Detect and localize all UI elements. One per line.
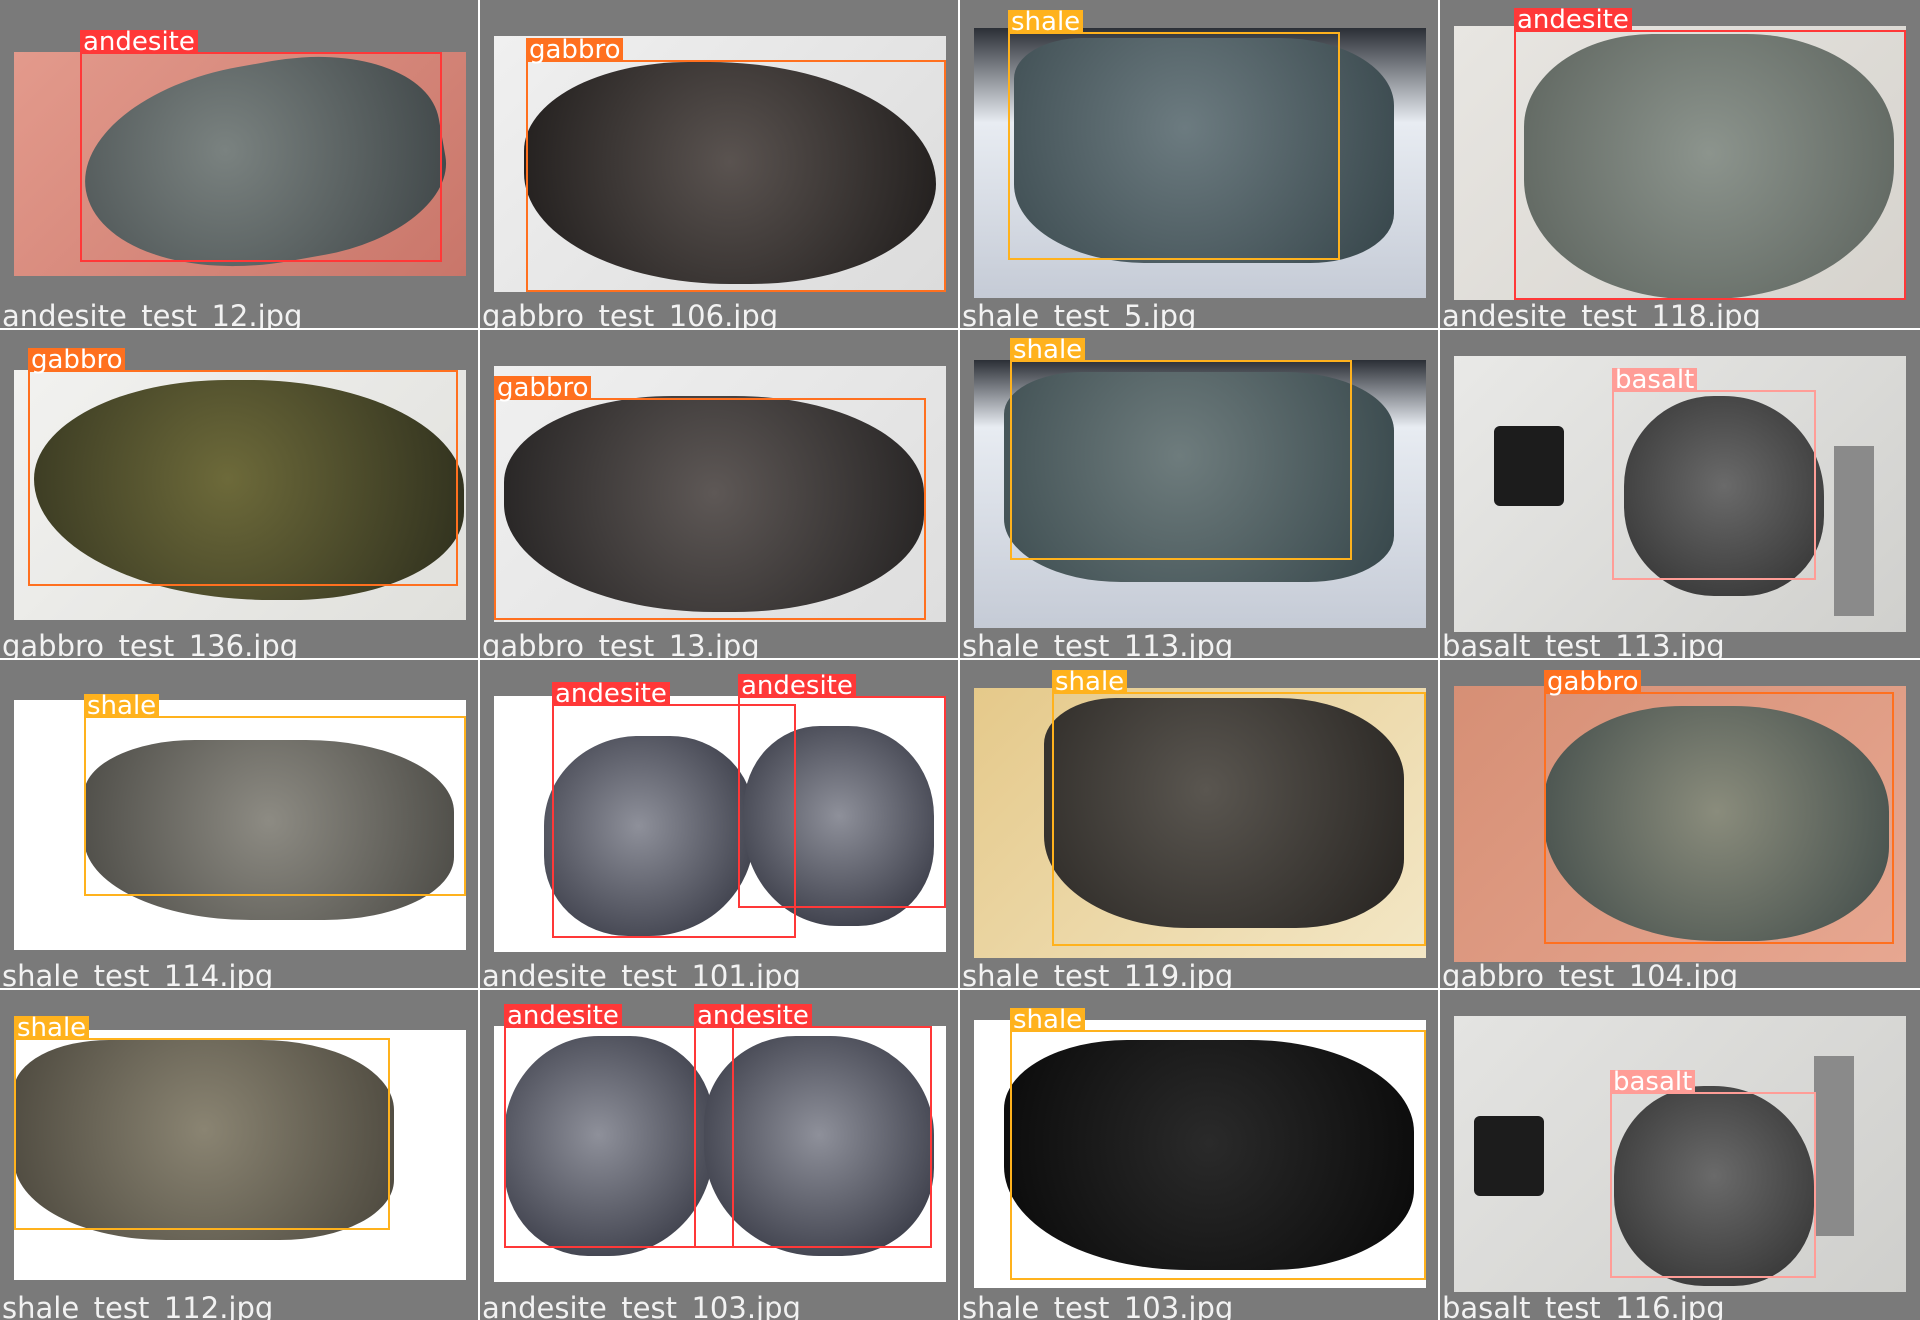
rock-photo xyxy=(974,688,1426,958)
class-label: gabbro xyxy=(28,347,126,373)
tile: andesite andesite andesite_test_101.jpg xyxy=(480,660,958,988)
class-label: andesite xyxy=(552,681,670,707)
image-filename: shale_test_114.jpg xyxy=(2,959,274,988)
tile: basalt basalt_test_116.jpg xyxy=(1440,990,1920,1320)
detection-box: shale xyxy=(1052,669,1426,946)
detection-box: basalt xyxy=(1610,1069,1816,1278)
detection-box: andesite xyxy=(738,673,946,908)
rock-photo xyxy=(974,1020,1426,1288)
image-filename: andesite_test_118.jpg xyxy=(1442,299,1761,328)
class-label: basalt xyxy=(1610,1069,1696,1095)
class-label: andesite xyxy=(738,673,856,699)
rock-photo xyxy=(1454,686,1906,962)
class-label: shale xyxy=(1010,1007,1086,1033)
image-filename: shale_test_103.jpg xyxy=(962,1291,1234,1320)
image-filename: basalt_test_116.jpg xyxy=(1442,1291,1725,1320)
tile: gabbro gabbro_test_13.jpg xyxy=(480,330,958,658)
image-filename: andesite_test_103.jpg xyxy=(482,1291,801,1320)
rock-photo xyxy=(14,700,466,950)
image-filename: shale_test_113.jpg xyxy=(962,629,1234,658)
detection-box: andesite xyxy=(1514,7,1906,300)
detection-box: shale xyxy=(1010,1007,1426,1280)
rock-photo xyxy=(974,28,1426,298)
class-label: andesite xyxy=(1514,7,1632,33)
image-filename: shale_test_119.jpg xyxy=(962,959,1234,988)
detection-box: gabbro xyxy=(526,37,946,292)
image-filename: gabbro_test_106.jpg xyxy=(482,299,779,328)
class-label: basalt xyxy=(1612,367,1698,393)
detection-box: gabbro xyxy=(494,375,926,620)
class-label: andesite xyxy=(80,29,198,55)
rock-photo xyxy=(14,1030,466,1280)
image-filename: gabbro_test_136.jpg xyxy=(2,629,299,658)
rock-photo xyxy=(494,366,946,622)
rock-photo xyxy=(14,370,466,620)
detection-box: shale xyxy=(1008,9,1340,260)
detection-box: gabbro xyxy=(28,347,458,586)
rock-photo xyxy=(14,52,466,276)
tile: gabbro gabbro_test_106.jpg xyxy=(480,0,958,328)
tile: andesite andesite_test_118.jpg xyxy=(1440,0,1920,328)
image-filename: gabbro_test_104.jpg xyxy=(1442,959,1739,988)
class-label: shale xyxy=(1052,669,1128,695)
tile: basalt basalt_test_113.jpg xyxy=(1440,330,1920,658)
tile: andesite andesite_test_12.jpg xyxy=(0,0,478,328)
detection-box: gabbro xyxy=(1544,669,1894,944)
rock-photo xyxy=(1454,26,1906,300)
rock-photo xyxy=(1454,356,1906,632)
rock-photo xyxy=(1454,1016,1906,1292)
class-label: shale xyxy=(1008,9,1084,35)
detection-box: andesite xyxy=(694,1003,932,1248)
class-label: andesite xyxy=(694,1003,812,1029)
detection-box: andesite xyxy=(552,681,796,938)
rock-photo xyxy=(494,36,946,292)
image-filename: gabbro_test_13.jpg xyxy=(482,629,760,658)
class-label: shale xyxy=(1010,337,1086,363)
tile: shale shale_test_114.jpg xyxy=(0,660,478,988)
image-filename: basalt_test_113.jpg xyxy=(1442,629,1725,658)
image-filename: shale_test_112.jpg xyxy=(2,1291,274,1320)
class-label: gabbro xyxy=(1544,669,1642,695)
rock-photo xyxy=(494,696,946,952)
class-label: shale xyxy=(84,693,160,719)
tile: shale shale_test_119.jpg xyxy=(960,660,1438,988)
tile: shale shale_test_113.jpg xyxy=(960,330,1438,658)
class-label: shale xyxy=(14,1015,90,1041)
image-filename: andesite_test_101.jpg xyxy=(482,959,801,988)
tile: shale shale_test_112.jpg xyxy=(0,990,478,1320)
tile: gabbro gabbro_test_104.jpg xyxy=(1440,660,1920,988)
tile: andesite andesite andesite_test_103.jpg xyxy=(480,990,958,1320)
tile: shale shale_test_103.jpg xyxy=(960,990,1438,1320)
detection-box: shale xyxy=(1010,337,1352,560)
class-label: gabbro xyxy=(494,375,592,401)
image-filename: shale_test_5.jpg xyxy=(962,299,1197,328)
detection-box: basalt xyxy=(1612,367,1816,580)
detection-box: shale xyxy=(14,1015,390,1230)
tile: shale shale_test_5.jpg xyxy=(960,0,1438,328)
class-label: gabbro xyxy=(526,37,624,63)
class-label: andesite xyxy=(504,1003,622,1029)
tile: gabbro gabbro_test_136.jpg xyxy=(0,330,478,658)
detection-box: shale xyxy=(84,693,466,896)
detection-box: andesite xyxy=(504,1003,734,1248)
detection-box: andesite xyxy=(80,29,442,262)
image-filename: andesite_test_12.jpg xyxy=(2,299,303,328)
rock-photo xyxy=(494,1026,946,1282)
